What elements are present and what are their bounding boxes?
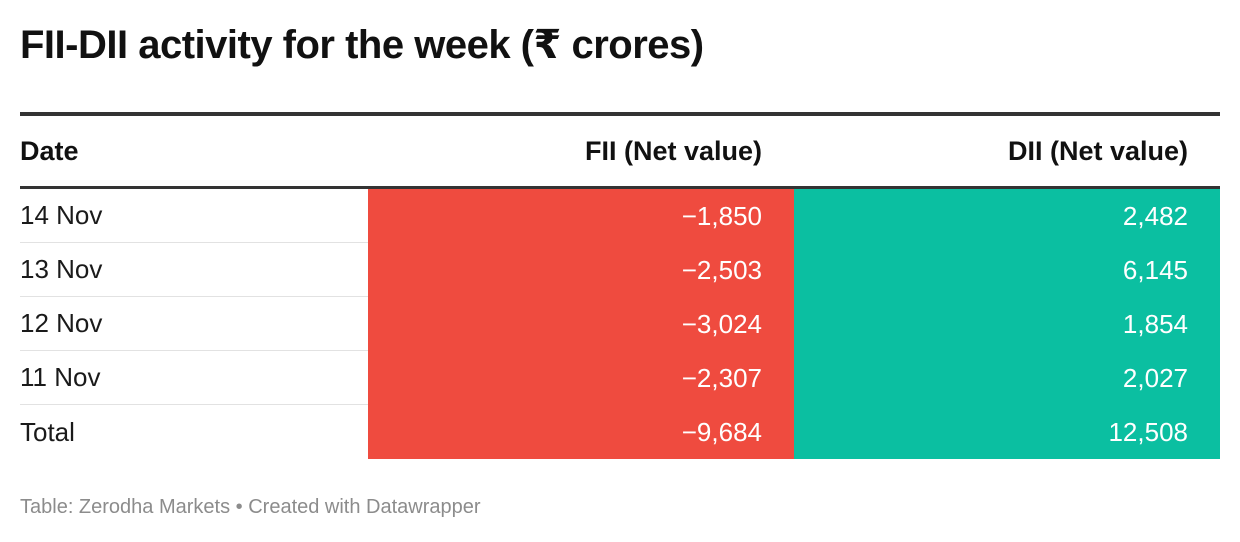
- column-header-fii[interactable]: FII (Net value): [584, 135, 762, 166]
- cell-fii-value: −3,024: [368, 297, 794, 351]
- cell-dii-value: 1,854: [794, 297, 1220, 351]
- source-footer: Table: Zerodha Markets • Created with Da…: [20, 496, 481, 518]
- column-header-dii[interactable]: DII (Net value): [1007, 135, 1188, 166]
- cell-date: 11 Nov: [20, 351, 368, 405]
- table-row: 11 Nov −2,307 2,027: [20, 351, 1220, 405]
- cell-date: Total: [20, 416, 75, 447]
- cell-date: 12 Nov: [20, 297, 368, 351]
- cell-dii-value: 2,482: [794, 189, 1220, 243]
- table-row: 14 Nov −1,850 2,482: [20, 189, 1220, 243]
- table-top-rule: [20, 112, 1220, 116]
- cell-fii-value: −9,684: [368, 405, 794, 459]
- cell-date: 13 Nov: [20, 243, 368, 297]
- cell-fii-value: −1,850: [368, 189, 794, 243]
- table-row: Total −9,684 12,508: [20, 405, 1220, 459]
- table-row: 12 Nov −3,024 1,854: [20, 297, 1220, 351]
- cell-dii-value: 12,508: [794, 405, 1220, 459]
- cell-fii-value: −2,503: [368, 243, 794, 297]
- table-row: 13 Nov −2,503 6,145: [20, 243, 1220, 297]
- data-table: Date FII (Net value) DII (Net value) 14 …: [20, 112, 1220, 459]
- cell-date: 14 Nov: [20, 189, 368, 243]
- cell-dii-value: 2,027: [794, 351, 1220, 405]
- cell-dii-value: 6,145: [794, 243, 1220, 297]
- table-header-row: Date FII (Net value) DII (Net value): [20, 116, 1220, 189]
- chart-title: FII-DII activity for the week (₹ crores): [20, 23, 704, 67]
- cell-fii-value: −2,307: [368, 351, 794, 405]
- table-body: 14 Nov −1,850 2,482 13 Nov −2,503 6,145 12 Nov…: [20, 189, 1220, 459]
- column-header-date[interactable]: Date: [20, 135, 79, 166]
